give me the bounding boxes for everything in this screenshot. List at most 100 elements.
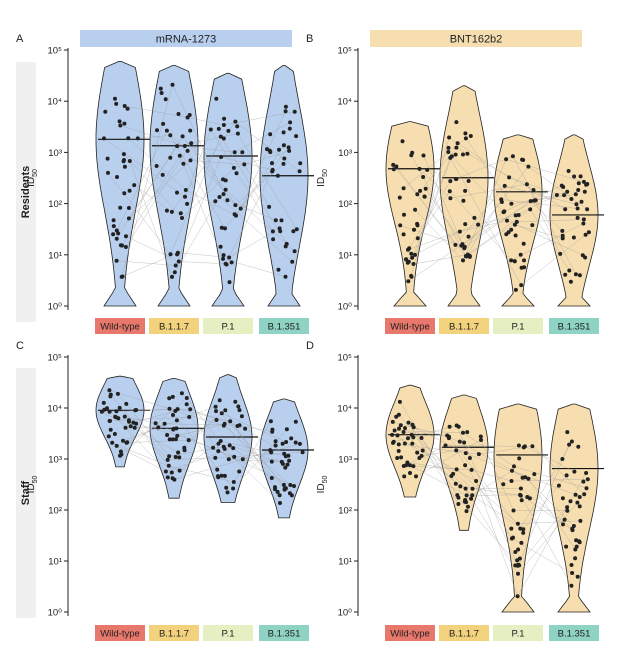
sample-point [585,207,590,212]
sample-point [401,232,406,237]
sample-point [519,540,524,545]
sample-point [282,487,287,492]
sample-point [447,189,452,194]
sample-point [121,159,126,164]
sample-point [562,517,567,522]
sample-point [281,482,286,487]
sample-point [443,443,448,448]
y-tick-label: 10⁰ [48,608,63,619]
sample-point [122,191,127,196]
sample-point [509,536,514,541]
sample-point [243,426,248,431]
pair-line [520,488,573,529]
variant-strip [385,318,435,334]
sample-point [122,104,127,108]
sample-point [223,261,228,266]
sample-point [170,476,175,481]
sample-point [242,162,247,167]
variant-strip [149,625,199,641]
sample-point [406,247,410,252]
sample-point [213,404,218,409]
sample-point [391,439,396,444]
sample-point [453,242,458,247]
sample-point [219,155,224,159]
pair-line [472,495,524,530]
sample-point [285,462,290,467]
pair-line [171,196,220,278]
y-tick-label: 10³ [48,148,62,159]
sample-point [184,396,189,400]
sample-point [524,182,529,187]
sample-point [271,237,276,242]
sample-point [576,181,581,186]
pair-line [511,223,584,261]
sample-point [229,260,234,265]
sample-point [464,493,469,498]
sample-point [128,424,133,429]
variant-label: P.1 [511,322,524,333]
variant-label: B.1.1.7 [159,322,189,333]
sample-point [227,443,232,448]
y-axis-title: ID50 [26,169,39,187]
sample-point [518,252,523,257]
sample-point [463,136,468,141]
sample-point [521,158,526,162]
sample-point [520,475,525,480]
pair-line [455,185,505,246]
sample-point [167,396,172,401]
sample-point [501,482,506,487]
sample-point [422,194,427,199]
sample-point [576,188,581,192]
sample-point [189,141,194,146]
sample-point [447,424,452,429]
pair-line [166,130,241,209]
sample-point [530,444,535,449]
sample-point [115,175,119,179]
sample-point [187,415,192,419]
sample-point [269,459,274,464]
sample-point [573,556,578,561]
sample-point [186,438,191,443]
pair-line [408,422,459,505]
pair-line [103,138,186,198]
sample-point [107,388,112,393]
variant-label: B.1.1.7 [449,322,479,333]
pair-line [235,145,285,216]
sample-point [560,233,565,238]
violin-p-1 [203,72,253,307]
y-tick-label: 10⁵ [47,353,62,364]
sample-point [569,563,574,567]
sample-point [521,527,526,532]
pair-line [458,497,519,565]
sample-point [415,192,420,197]
sample-point [517,456,522,461]
pair-line [514,224,563,239]
pair-line [188,410,226,441]
sample-point [233,119,238,124]
sample-point [273,443,278,448]
variant-strip [493,625,543,641]
sample-point [396,442,401,447]
sample-point [454,423,459,428]
panel-letter: B [306,33,313,45]
vaccine-header-strip [80,30,292,47]
sample-point [516,547,521,552]
pair-line [393,425,457,442]
sample-point [178,211,183,216]
sample-point [457,229,462,234]
sample-point [499,197,504,202]
sample-point [582,189,587,194]
pair-line [517,507,568,566]
sample-point [163,469,168,474]
pair-line [532,445,585,495]
sample-point [585,182,590,186]
sample-point [175,144,180,149]
variant-label: Wild-type [100,322,140,333]
sample-point [116,231,121,236]
sample-point [563,207,568,212]
sample-point [579,199,584,204]
pair-line [225,171,273,264]
sample-point [105,156,110,161]
sample-point [176,112,181,116]
sample-point [273,485,277,490]
